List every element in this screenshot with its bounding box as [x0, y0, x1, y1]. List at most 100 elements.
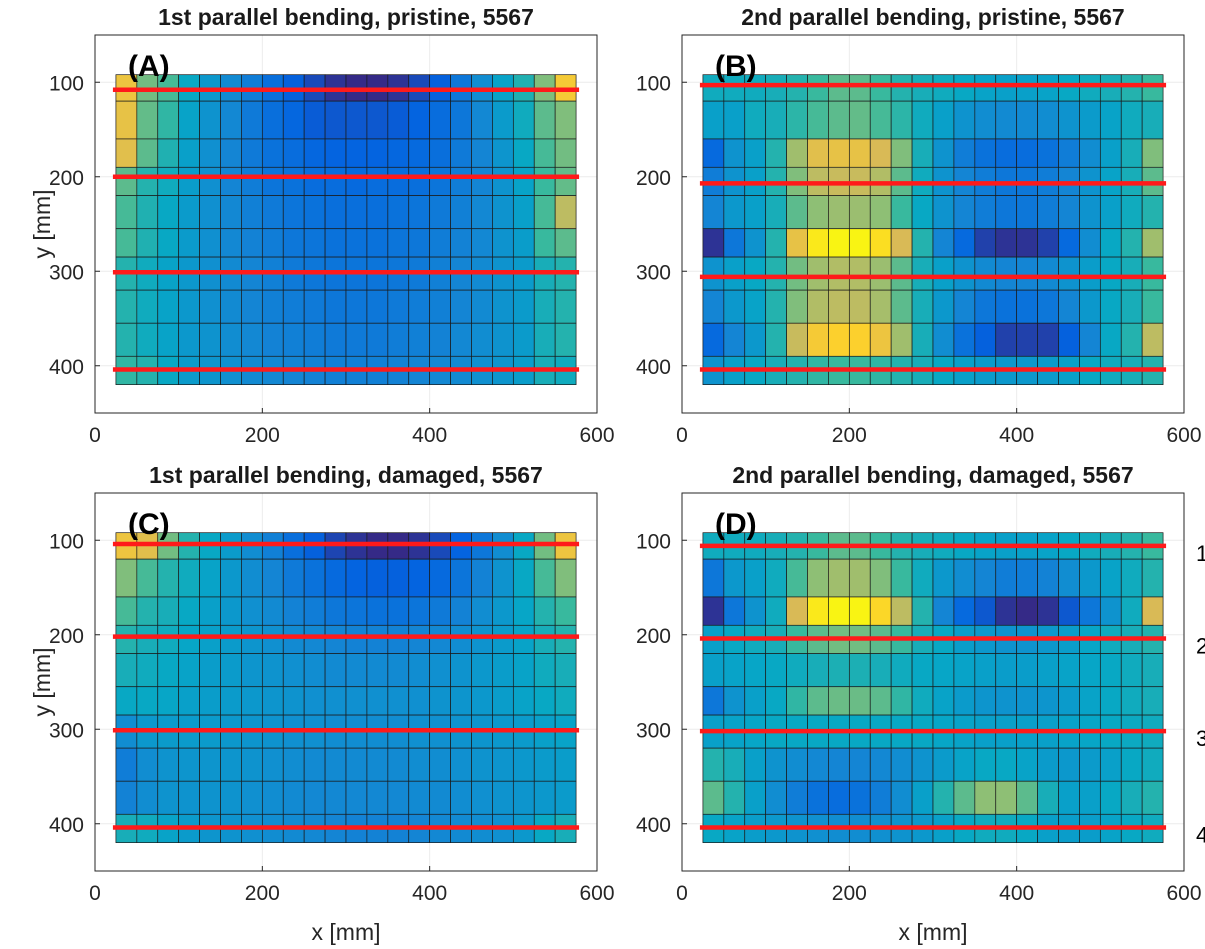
x-tick-label: 600 — [1166, 424, 1201, 447]
heatmap-cell — [554, 780, 577, 815]
heatmap-cell — [974, 322, 997, 357]
heatmap-cell — [869, 780, 892, 815]
y-tick-label: 300 — [636, 719, 671, 742]
heatmap-cell — [1058, 74, 1080, 102]
heatmap-cell — [1099, 100, 1122, 140]
axes-box — [94, 34, 598, 414]
heatmap-cell — [345, 228, 368, 258]
heatmap-cell — [1058, 653, 1080, 688]
heatmap-cell — [261, 624, 284, 654]
heatmap-cell — [723, 596, 746, 626]
heatmap-cell — [974, 138, 997, 168]
heatmap-cell — [387, 624, 410, 654]
heatmap-cell — [408, 780, 431, 815]
heatmap-cell — [282, 289, 305, 324]
heatmap-cell — [911, 100, 934, 140]
heatmap-cell — [345, 780, 368, 815]
heatmap-cell — [157, 596, 180, 626]
heatmap-cell — [848, 138, 871, 168]
heatmap-cell — [1058, 322, 1080, 357]
heatmap-cell — [1058, 228, 1080, 258]
heatmap-cell — [702, 747, 725, 782]
heatmap-cell — [953, 138, 976, 168]
heatmap-cell — [869, 195, 892, 230]
heatmap-cell — [723, 228, 746, 258]
heatmap-cell — [1016, 747, 1038, 782]
heatmap-cell — [828, 747, 850, 782]
heatmap-cell — [1079, 653, 1101, 688]
heatmap-cell — [450, 228, 472, 258]
heatmap-cell — [241, 322, 263, 357]
heatmap-cells — [702, 74, 1164, 385]
heatmap-cell — [366, 166, 389, 197]
heatmap-cell — [408, 624, 431, 654]
heatmap-cell — [261, 780, 284, 815]
heatmap-cell — [471, 558, 493, 598]
heatmap-cell — [220, 166, 242, 197]
heatmap-cell — [932, 322, 955, 357]
y-tick-label: 100 — [49, 72, 84, 95]
heatmap-cell — [429, 624, 451, 654]
heatmap-cell — [932, 138, 955, 168]
panel-b: 0 200 400 600 100 200 300 400 2nd parallel bendi… — [636, 4, 1202, 447]
heatmap-cell — [1141, 228, 1164, 258]
heatmap-cell — [471, 624, 493, 654]
heatmap-cell — [1016, 780, 1038, 815]
heatmap-cell — [554, 558, 577, 598]
heatmap-cell — [282, 138, 305, 168]
heatmap-cell — [324, 195, 347, 230]
heatmap-cell — [512, 747, 535, 782]
heatmap-cell — [387, 100, 410, 140]
axes-box — [681, 492, 1185, 872]
heatmap-cell — [1120, 256, 1143, 291]
heatmap-cell — [848, 747, 871, 782]
heatmap-cell — [450, 653, 472, 688]
heatmap-cell — [303, 747, 326, 782]
heatmap-cell — [554, 322, 577, 357]
heatmap-cell — [282, 166, 305, 197]
heatmap-cell — [869, 653, 892, 688]
heatmap-cell — [1120, 558, 1143, 598]
heatmap-cell — [702, 653, 725, 688]
heatmap-cell — [220, 747, 242, 782]
heatmap-cell — [450, 195, 472, 230]
heatmap-cell — [178, 322, 200, 357]
heatmap-cell — [1099, 322, 1122, 357]
heatmap-cell — [366, 558, 389, 598]
heatmap-cell — [303, 780, 326, 815]
heatmap-cell — [429, 289, 451, 324]
x-tick-label: 0 — [676, 882, 688, 905]
heatmap-cell — [408, 166, 431, 197]
heatmap-cell — [786, 686, 808, 716]
heatmap-cell — [828, 653, 850, 688]
heatmap-cell — [995, 558, 1018, 598]
heatmap-cell — [533, 228, 556, 258]
heatmap-cell — [765, 558, 787, 598]
y-tick-label: 200 — [636, 625, 671, 648]
heatmap-cell — [702, 138, 725, 168]
heatmap-cell — [744, 256, 767, 291]
heatmap-cell — [136, 195, 159, 230]
heatmap-cell — [995, 289, 1018, 324]
heatmap-cell — [1120, 322, 1143, 357]
heatmap-cell — [408, 289, 431, 324]
heatmap-cell — [702, 100, 725, 140]
heatmap-cell — [429, 322, 451, 357]
chart-title: 2nd parallel bending, pristine, 5567 — [741, 4, 1124, 30]
heatmap-cell — [471, 653, 493, 688]
heatmap-cell — [953, 747, 976, 782]
heatmap-cell — [512, 195, 535, 230]
x-tick-label: 0 — [89, 424, 101, 447]
heatmap-cell — [512, 780, 535, 815]
heatmap-cell — [303, 289, 326, 324]
heatmap-cell — [723, 256, 746, 291]
heatmap-cell — [911, 747, 934, 782]
heatmap-cell — [450, 780, 472, 815]
heatmap-cell — [554, 653, 577, 688]
heatmap-cell — [974, 74, 997, 102]
heatmap-cell — [178, 747, 200, 782]
heatmap-cell — [115, 596, 138, 626]
heatmap-cell — [261, 653, 284, 688]
heatmap-cell — [220, 100, 242, 140]
heatmap-cell — [241, 100, 263, 140]
